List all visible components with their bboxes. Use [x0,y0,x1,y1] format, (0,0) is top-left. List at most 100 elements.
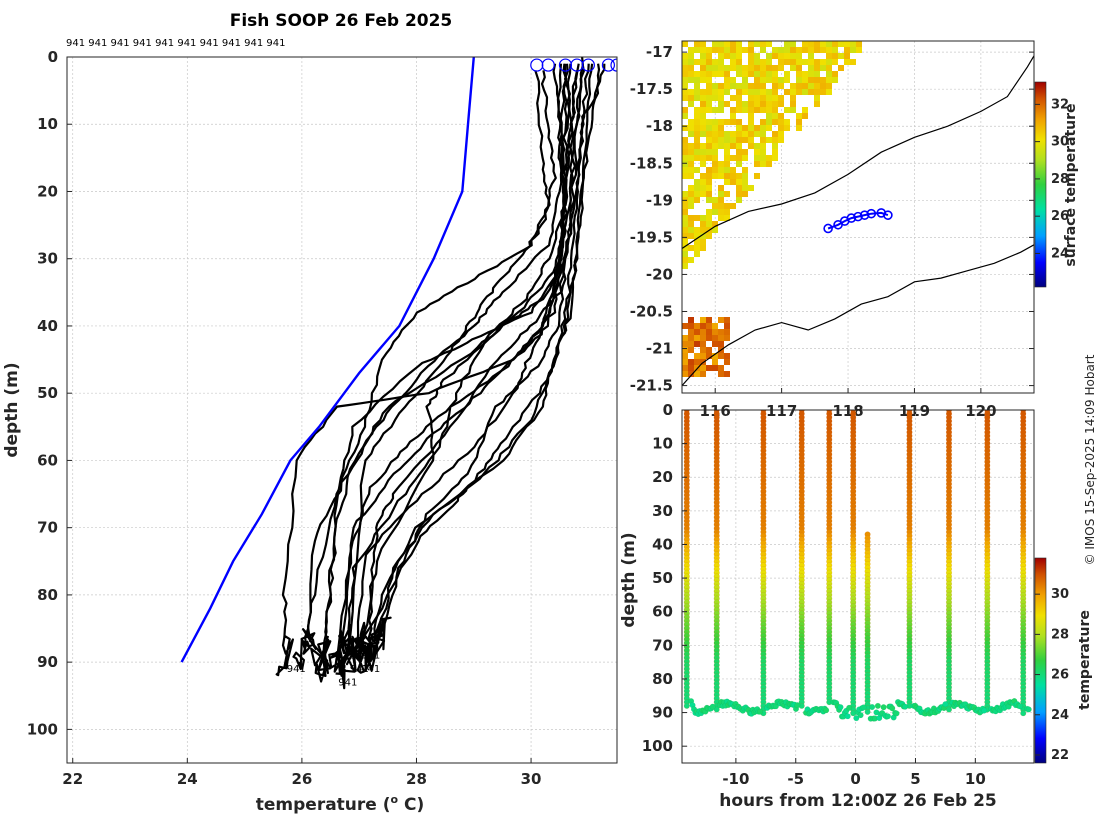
surface-marker [530,58,544,72]
sst-pixels [784,41,832,47]
sst-pixels [688,365,694,371]
y-tick-label: 70 [37,519,58,537]
bottom-sample [794,702,801,709]
section-x-tick-label: -5 [787,770,804,788]
shelf-line [682,55,1034,249]
profile-bottom-label: 941 [350,664,369,675]
temperature-profile [373,70,579,656]
section-y-tick-label: 50 [652,569,673,587]
profile-axes-frame [66,56,618,764]
track-station-marker [859,210,870,220]
sst-pixels [682,335,688,341]
sst-pixels [706,347,724,359]
bottom-sample [857,712,864,719]
sst-pixels [688,323,694,329]
temperature-profile [338,63,572,657]
map-y-tick-label: -21.5 [630,377,673,395]
sst-pixels [724,353,730,359]
y-tick-label: 0 [48,48,58,66]
y-tick-label: 60 [37,451,58,469]
sst-pixels [712,341,730,377]
sst-pixels [700,323,706,329]
sst-pixels [682,353,688,359]
cast-sample [864,708,871,715]
sst-pixels [682,323,688,329]
y-tick-label: 90 [37,653,58,671]
map-y-tick-label: -19 [646,191,673,209]
profile-plot: Fish SOOP 26 Feb 2025 941 941 941 941 94… [2,11,618,815]
sst-pixels [682,47,814,215]
bottom-sample [880,704,887,711]
y-tick-label: 80 [37,586,58,604]
top-station-labels: 941 941 941 941 941 941 941 941 941 941 [66,38,285,49]
sst-pixels [688,341,694,347]
profile-bottom-label: 941 [287,664,306,675]
climatology-profile [180,57,475,663]
map-x-tick-label: 117 [766,402,797,420]
section-y-tick-label: 20 [652,468,673,486]
track-station-marker [853,211,863,222]
track-station-marker [846,213,857,223]
map-y-tick-label: -19.5 [630,228,673,246]
y-tick-label: 100 [27,720,58,738]
section-y-axis-label: depth (m) [619,532,639,627]
section-y-tick-label: 40 [652,535,673,553]
temperature-colorbar-tick-label: 24 [1051,708,1069,723]
bottom-sample [844,713,851,720]
sst-pixels [688,71,724,131]
sst-pixels [694,185,706,197]
map-ticks: 116117118119120-17-17.5-18-18.5-19-19.5-… [630,43,1034,420]
sst-pixels [694,335,700,341]
map-y-tick-label: -18.5 [630,154,673,172]
section-x-axis-label: hours from 12:00Z 26 Feb 25 [719,791,997,811]
sst-pixels [700,365,706,371]
sst-pixels [760,77,766,83]
bottom-sample [884,713,891,720]
map-y-tick-label: -18 [646,117,673,135]
section-y-tick-label: 10 [652,435,673,453]
temperature-colorbar-tick-label: 26 [1051,668,1069,683]
sst-pixels [688,59,826,179]
track-station-marker [866,208,877,219]
temperature-colorbar [1034,557,1047,764]
sst-colorbar-tick-label: 32 [1051,97,1069,112]
track-station-marker [823,223,833,234]
temperature-profile [345,63,585,673]
section-axes-frame [681,409,1035,764]
map-y-tick-label: -21 [646,340,673,358]
sst-pixels [694,47,862,149]
sst-pixels [706,329,712,335]
map-x-tick-label: 120 [965,402,996,420]
map-y-tick-label: -20 [646,265,673,283]
sst-pixels [724,359,730,365]
sst-pixels [706,317,730,329]
temperature-colorbar-tick-label: 28 [1051,627,1069,642]
section-x-tick-label: 0 [850,770,860,788]
bottom-sample [893,710,900,717]
sst-pixels [754,89,760,95]
temperature-profile [328,63,568,690]
sst-pixels [694,341,700,347]
bottom-sample [942,701,949,708]
sst-pixels [694,335,718,365]
map-y-tick-label: -17.5 [630,80,673,98]
sst-pixels [706,365,712,371]
y-tick-label: 30 [37,250,58,268]
map-data [682,41,1034,387]
bottom-sample [889,705,896,712]
sst-pixels [682,359,688,365]
x-tick-label: 28 [406,770,427,788]
sst-pixels [688,347,694,353]
bottom-sample [981,707,988,714]
sst-pixels [682,131,736,179]
sst-pixels [706,77,826,197]
sst-pixels [700,329,706,335]
map-x-tick-label: 119 [899,402,930,420]
sst-pixels [712,365,718,371]
temperature-profile [300,63,568,651]
temperature-profile [369,63,606,662]
temperature-profile [310,63,567,683]
surface-marker [541,58,555,72]
temperature-profile [354,63,594,664]
